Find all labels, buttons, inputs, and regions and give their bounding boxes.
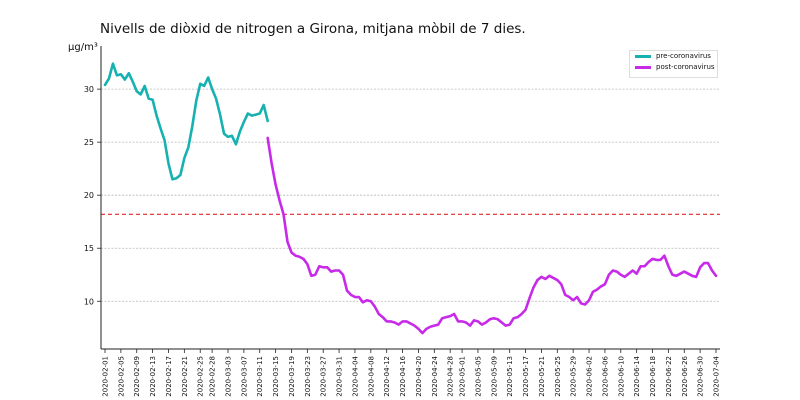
x-tick-label: 2020-04-12 — [383, 356, 391, 397]
x-tick-label: 2020-05-01 — [459, 356, 467, 397]
legend-label-post: post-coronavirus — [656, 63, 715, 71]
x-tick-label: 2020-06-14 — [633, 355, 641, 396]
x-tick-label: 2020-02-09 — [133, 356, 141, 397]
x-tick-label: 2020-06-06 — [601, 355, 609, 396]
legend-label-pre: pre-coronavirus — [656, 52, 711, 60]
x-tick-label: 2020-04-20 — [415, 356, 423, 397]
x-tick-label: 2020-06-22 — [665, 356, 673, 397]
x-tick-label: 2020-04-04 — [351, 355, 359, 396]
x-tick-label: 2020-05-21 — [538, 356, 546, 397]
x-tick-label: 2020-03-11 — [256, 356, 264, 397]
legend-item-pre: pre-coronavirus — [630, 51, 717, 62]
x-tick-label: 2020-02-13 — [149, 356, 157, 397]
legend-item-post: post-coronavirus — [630, 62, 717, 73]
x-tick-label: 2020-02-17 — [165, 356, 173, 397]
x-tick-label: 2020-06-02 — [586, 356, 594, 397]
x-tick-label: 2020-03-27 — [320, 356, 328, 397]
x-tick-label: 2020-04-28 — [447, 356, 455, 397]
x-tick-label: 2020-03-07 — [240, 356, 248, 397]
x-tick-label: 2020-02-25 — [197, 356, 205, 397]
y-axis-label: µg/m³ — [68, 42, 98, 53]
grid-lines — [101, 88, 720, 302]
x-tick-label: 2020-03-19 — [288, 356, 296, 397]
x-tick-label: 2020-04-24 — [431, 355, 439, 396]
legend: pre-coronavirus post-coronavirus — [629, 50, 718, 78]
x-tick-label: 2020-02-28 — [209, 356, 217, 397]
x-tick-label: 2020-07-04 — [713, 355, 721, 396]
x-tick-label: 2020-05-09 — [490, 356, 498, 397]
x-tick-label: 2020-05-17 — [522, 356, 530, 397]
x-tick-label: 2020-05-29 — [570, 356, 578, 397]
series-line-pre — [103, 62, 269, 181]
x-tick-label: 2020-02-01 — [102, 356, 110, 397]
y-tick-label: 20 — [84, 191, 94, 200]
x-tick-label: 2020-05-25 — [554, 356, 562, 397]
series-line-post — [266, 136, 718, 335]
y-tick-label: 25 — [84, 138, 94, 147]
x-tick-label: 2020-03-15 — [272, 356, 280, 397]
x-tick-label: 2020-03-23 — [304, 356, 312, 397]
series-lines — [103, 62, 718, 335]
y-tick-label: 10 — [84, 297, 94, 306]
x-tick-label: 2020-04-16 — [399, 355, 407, 396]
legend-swatch-post — [635, 66, 651, 69]
x-tick-label: 2020-06-26 — [681, 355, 689, 396]
x-tick-label: 2020-03-03 — [224, 356, 232, 397]
x-tick-label: 2020-02-21 — [181, 356, 189, 397]
x-tick-label: 2020-02-05 — [117, 356, 125, 397]
chart-title: Nivells de diòxid de nitrogen a Girona, … — [100, 21, 526, 37]
axes — [100, 46, 720, 350]
x-tick-label: 2020-06-18 — [649, 356, 657, 397]
x-tick-label: 2020-03-31 — [336, 356, 344, 397]
legend-swatch-pre — [635, 55, 651, 58]
y-tick-label: 15 — [84, 244, 94, 253]
x-tick-label: 2020-06-10 — [617, 356, 625, 397]
x-tick-label: 2020-05-13 — [506, 356, 514, 397]
x-tick-label: 2020-05-05 — [474, 356, 482, 397]
x-ticks: 2020-02-01 2020-02-05 2020-02-09 2020-02-13… — [102, 349, 721, 397]
x-tick-label: 2020-04-08 — [367, 356, 375, 397]
x-tick-label: 2020-06-30 — [697, 356, 705, 397]
y-ticks: 10 15 20 25 30 — [84, 85, 101, 306]
y-tick-label: 30 — [84, 85, 94, 94]
